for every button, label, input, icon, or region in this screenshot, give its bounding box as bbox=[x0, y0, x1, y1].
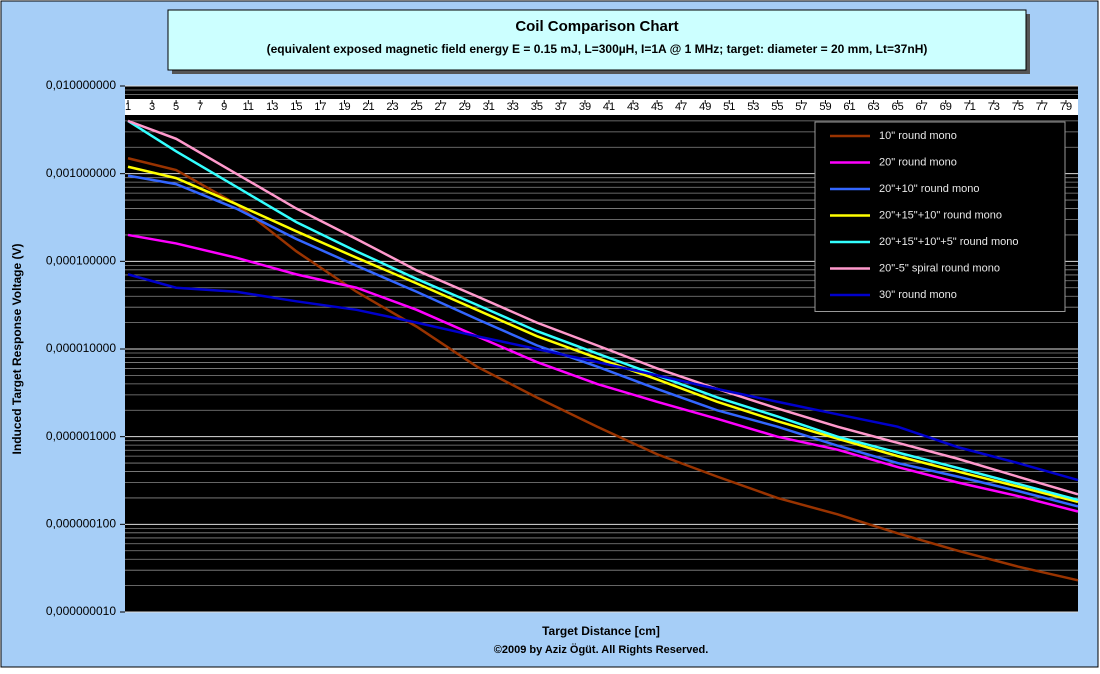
series-line bbox=[127, 119, 1079, 502]
x-tick-label: 69 bbox=[940, 101, 952, 113]
legend-label: 20"-5" spiral round mono bbox=[879, 262, 1000, 274]
y-tick-label: 0,000000010 bbox=[46, 604, 116, 618]
x-tick-label: 13 bbox=[266, 101, 278, 113]
y-tick-label: 0,010000000 bbox=[46, 78, 116, 92]
x-tick-label: 11 bbox=[243, 101, 254, 113]
x-tick-label: 77 bbox=[1036, 101, 1048, 113]
x-tick-label: 49 bbox=[699, 101, 711, 113]
legend-label: 10" round mono bbox=[879, 130, 957, 142]
x-tick-label: 33 bbox=[507, 101, 519, 113]
y-axis-title: Induced Target Response Voltage (V) bbox=[10, 244, 24, 455]
legend-label: 20" round mono bbox=[879, 156, 957, 168]
x-tick-label: 17 bbox=[314, 101, 326, 113]
chart-title: Coil Comparison Chart bbox=[515, 18, 678, 35]
x-tick-label: 35 bbox=[531, 101, 543, 113]
title-box bbox=[167, 9, 1027, 71]
series-line bbox=[127, 174, 1079, 508]
x-tick-label: 31 bbox=[483, 101, 495, 113]
x-tick-label: 51 bbox=[723, 101, 735, 113]
y-tick-label: 0,000001000 bbox=[46, 429, 116, 443]
x-tick-label: 47 bbox=[675, 101, 687, 113]
series-line bbox=[127, 273, 1079, 482]
x-tick-label: 57 bbox=[795, 101, 807, 113]
x-tick-label: 41 bbox=[603, 101, 615, 113]
x-tick-label: 15 bbox=[290, 101, 302, 113]
legend-label: 30" round mono bbox=[879, 289, 957, 301]
x-tick-label: 73 bbox=[988, 101, 1000, 113]
series-line bbox=[127, 119, 1079, 496]
x-tick-label: 3 bbox=[149, 101, 155, 113]
x-tick-label: 71 bbox=[964, 101, 976, 113]
x-tick-label: 1 bbox=[125, 101, 131, 113]
x-tick-label: 5 bbox=[173, 101, 179, 113]
x-tick-label: 53 bbox=[747, 101, 759, 113]
x-label-band bbox=[125, 99, 1078, 115]
x-tick-label: 7 bbox=[197, 101, 203, 113]
x-tick-label: 19 bbox=[338, 101, 350, 113]
series-line bbox=[127, 165, 1079, 504]
series-line bbox=[127, 233, 1079, 513]
x-tick-label: 59 bbox=[819, 101, 831, 113]
y-tick-label: 0,000010000 bbox=[46, 341, 116, 355]
x-tick-label: 25 bbox=[410, 101, 422, 113]
x-tick-label: 39 bbox=[579, 101, 591, 113]
legend-label: 20"+15"+10" round mono bbox=[879, 209, 1002, 221]
footer: ©2009 by Aziz Ögüt. All Rights Reserved. bbox=[494, 643, 709, 656]
x-tick-label: 9 bbox=[221, 101, 227, 113]
x-tick-label: 21 bbox=[362, 101, 374, 113]
x-tick-label: 61 bbox=[843, 101, 855, 113]
x-tick-label: 63 bbox=[867, 101, 879, 113]
x-tick-label: 23 bbox=[386, 101, 398, 113]
x-tick-label: 79 bbox=[1060, 101, 1072, 113]
legend-label: 20"+10" round mono bbox=[879, 183, 979, 195]
x-tick-label: 45 bbox=[651, 101, 663, 113]
x-tick-label: 27 bbox=[435, 101, 447, 113]
series-line bbox=[127, 157, 1079, 582]
y-tick-label: 0,001000000 bbox=[46, 166, 116, 180]
x-tick-label: 65 bbox=[891, 101, 903, 113]
x-tick-label: 67 bbox=[916, 101, 928, 113]
x-tick-label: 43 bbox=[627, 101, 639, 113]
x-tick-label: 55 bbox=[771, 101, 783, 113]
chart-subtitle: (equivalent exposed magnetic field energ… bbox=[267, 42, 928, 56]
y-tick-label: 0,000000100 bbox=[46, 517, 116, 531]
x-tick-label: 75 bbox=[1012, 101, 1024, 113]
x-tick-label: 29 bbox=[459, 101, 471, 113]
y-tick-label: 0,000100000 bbox=[46, 254, 116, 268]
legend-label: 20"+15"+10"+5" round mono bbox=[879, 236, 1018, 248]
x-tick-label: 37 bbox=[555, 101, 567, 113]
x-axis-title: Target Distance [cm] bbox=[542, 624, 660, 638]
